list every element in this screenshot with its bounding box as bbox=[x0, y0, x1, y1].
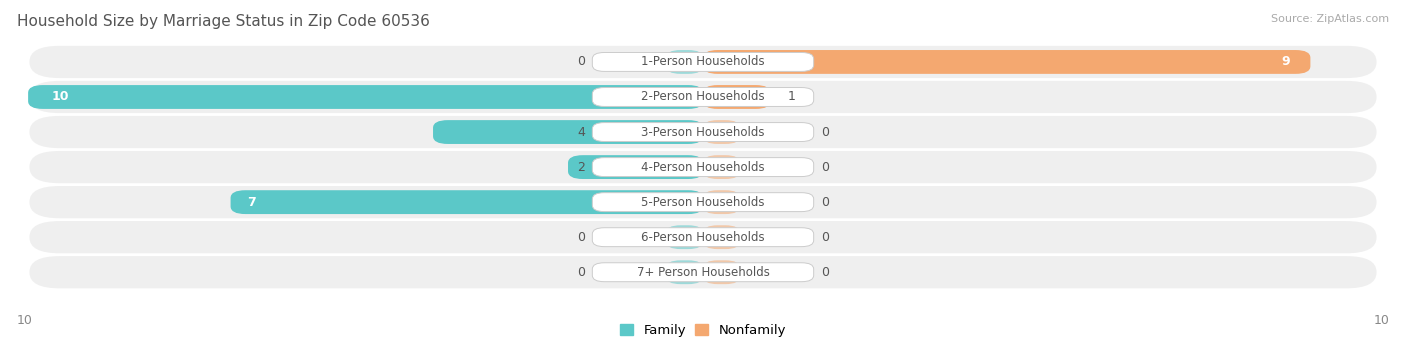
FancyBboxPatch shape bbox=[30, 221, 1376, 253]
FancyBboxPatch shape bbox=[30, 151, 1376, 183]
Text: 6-Person Households: 6-Person Households bbox=[641, 231, 765, 244]
FancyBboxPatch shape bbox=[703, 50, 1310, 74]
FancyBboxPatch shape bbox=[592, 158, 814, 177]
FancyBboxPatch shape bbox=[666, 260, 703, 284]
Text: 0: 0 bbox=[821, 196, 830, 209]
Text: 1-Person Households: 1-Person Households bbox=[641, 56, 765, 69]
FancyBboxPatch shape bbox=[231, 190, 703, 214]
Text: 2-Person Households: 2-Person Households bbox=[641, 90, 765, 104]
Text: 1: 1 bbox=[787, 90, 796, 104]
Text: 3-Person Households: 3-Person Households bbox=[641, 125, 765, 138]
FancyBboxPatch shape bbox=[666, 50, 703, 74]
Text: 4-Person Households: 4-Person Households bbox=[641, 161, 765, 174]
Legend: Family, Nonfamily: Family, Nonfamily bbox=[614, 318, 792, 341]
FancyBboxPatch shape bbox=[568, 155, 703, 179]
Text: 0: 0 bbox=[576, 231, 585, 244]
FancyBboxPatch shape bbox=[592, 122, 814, 142]
Text: 0: 0 bbox=[576, 56, 585, 69]
FancyBboxPatch shape bbox=[703, 190, 740, 214]
Text: 0: 0 bbox=[821, 266, 830, 279]
FancyBboxPatch shape bbox=[592, 228, 814, 247]
Text: 7: 7 bbox=[247, 196, 256, 209]
FancyBboxPatch shape bbox=[28, 85, 703, 109]
Text: 0: 0 bbox=[576, 266, 585, 279]
FancyBboxPatch shape bbox=[433, 120, 703, 144]
Text: 0: 0 bbox=[821, 231, 830, 244]
Text: 9: 9 bbox=[1281, 56, 1291, 69]
FancyBboxPatch shape bbox=[703, 225, 740, 249]
Text: 4: 4 bbox=[576, 125, 585, 138]
FancyBboxPatch shape bbox=[703, 260, 740, 284]
FancyBboxPatch shape bbox=[592, 263, 814, 282]
Text: 0: 0 bbox=[821, 161, 830, 174]
FancyBboxPatch shape bbox=[703, 85, 770, 109]
Text: 7+ Person Households: 7+ Person Households bbox=[637, 266, 769, 279]
FancyBboxPatch shape bbox=[30, 186, 1376, 218]
Text: 0: 0 bbox=[821, 125, 830, 138]
FancyBboxPatch shape bbox=[30, 46, 1376, 78]
FancyBboxPatch shape bbox=[592, 193, 814, 212]
FancyBboxPatch shape bbox=[703, 120, 740, 144]
Text: 10: 10 bbox=[1374, 314, 1389, 327]
FancyBboxPatch shape bbox=[592, 53, 814, 71]
Text: 2: 2 bbox=[576, 161, 585, 174]
FancyBboxPatch shape bbox=[30, 116, 1376, 148]
FancyBboxPatch shape bbox=[666, 225, 703, 249]
FancyBboxPatch shape bbox=[30, 256, 1376, 288]
FancyBboxPatch shape bbox=[703, 155, 740, 179]
Text: 10: 10 bbox=[52, 90, 69, 104]
Text: 10: 10 bbox=[17, 314, 32, 327]
Text: Source: ZipAtlas.com: Source: ZipAtlas.com bbox=[1271, 14, 1389, 24]
FancyBboxPatch shape bbox=[592, 88, 814, 106]
Text: Household Size by Marriage Status in Zip Code 60536: Household Size by Marriage Status in Zip… bbox=[17, 14, 430, 29]
FancyBboxPatch shape bbox=[30, 81, 1376, 113]
Text: 5-Person Households: 5-Person Households bbox=[641, 196, 765, 209]
